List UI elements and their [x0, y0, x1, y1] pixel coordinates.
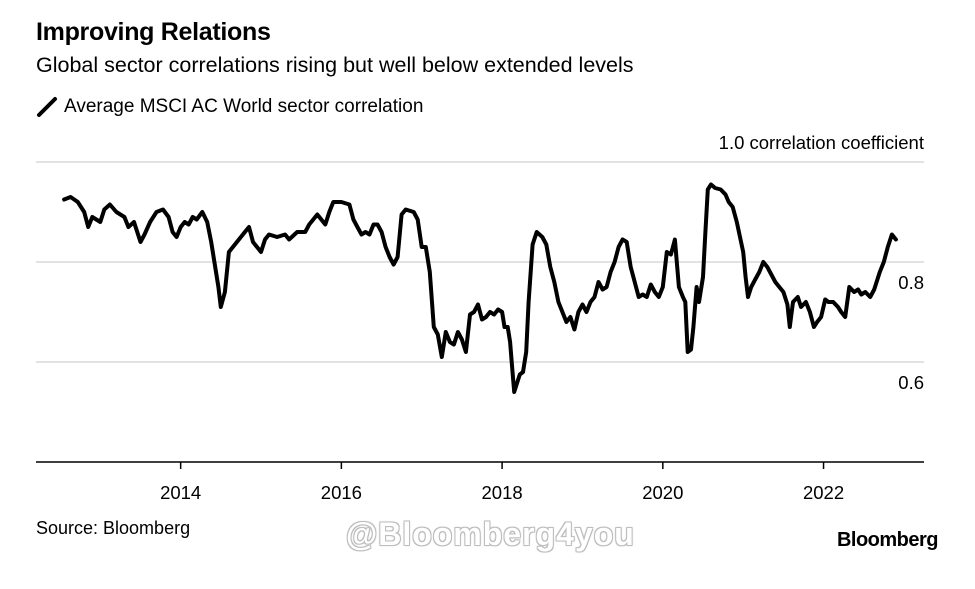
series-group — [62, 182, 898, 394]
chart-subtitle: Global sector correlations rising but we… — [36, 53, 634, 77]
legend-label: Average MSCI AC World sector correlation — [64, 96, 424, 117]
source-note: Source: Bloomberg — [36, 518, 191, 538]
y-axis-label: 1.0 correlation coefficient — [719, 132, 924, 153]
y-tick-labels: 0.6 0.8 — [898, 272, 924, 393]
y-tick-label-0.8: 0.8 — [898, 272, 924, 293]
gridlines — [36, 161, 924, 363]
x-tick-label-2020: 2020 — [642, 482, 683, 503]
y-tick-label-0.6: 0.6 — [898, 372, 924, 393]
x-axis: 2014 2016 2018 2020 2022 — [36, 461, 924, 503]
series-line-0 — [62, 182, 898, 394]
watermark: @Bloomberg4you — [346, 516, 635, 552]
legend: Average MSCI AC World sector correlation — [36, 96, 423, 118]
x-tick-label-2018: 2018 — [482, 482, 523, 503]
brand-logo: Bloomberg — [836, 529, 939, 551]
x-tick-label-2014: 2014 — [160, 482, 201, 503]
x-tick-label-2016: 2016 — [321, 482, 362, 503]
chart-title: Improving Relations — [36, 18, 271, 46]
x-tick-label-2022: 2022 — [803, 482, 844, 503]
legend-line-swatch-icon — [37, 97, 57, 117]
